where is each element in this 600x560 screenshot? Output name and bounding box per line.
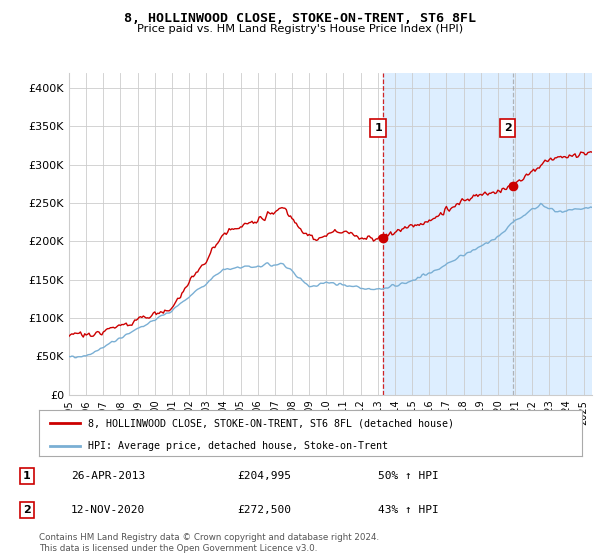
Text: 2: 2 (504, 123, 512, 133)
Text: 43% ↑ HPI: 43% ↑ HPI (377, 505, 439, 515)
Text: £204,995: £204,995 (237, 471, 291, 481)
Text: Contains HM Land Registry data © Crown copyright and database right 2024.
This d: Contains HM Land Registry data © Crown c… (39, 533, 379, 553)
Text: 1: 1 (374, 123, 382, 133)
Text: Price paid vs. HM Land Registry's House Price Index (HPI): Price paid vs. HM Land Registry's House … (137, 24, 463, 34)
Text: 8, HOLLINWOOD CLOSE, STOKE-ON-TRENT, ST6 8FL (detached house): 8, HOLLINWOOD CLOSE, STOKE-ON-TRENT, ST6… (88, 418, 454, 428)
Bar (383, 73, 592, 395)
Text: 2: 2 (23, 505, 31, 515)
Text: 26-APR-2013: 26-APR-2013 (71, 471, 145, 481)
Text: 1: 1 (23, 471, 31, 481)
Text: HPI: Average price, detached house, Stoke-on-Trent: HPI: Average price, detached house, Stok… (88, 441, 388, 451)
Text: 50% ↑ HPI: 50% ↑ HPI (377, 471, 439, 481)
Text: 12-NOV-2020: 12-NOV-2020 (71, 505, 145, 515)
Text: £272,500: £272,500 (237, 505, 291, 515)
Text: 8, HOLLINWOOD CLOSE, STOKE-ON-TRENT, ST6 8FL: 8, HOLLINWOOD CLOSE, STOKE-ON-TRENT, ST6… (124, 12, 476, 25)
